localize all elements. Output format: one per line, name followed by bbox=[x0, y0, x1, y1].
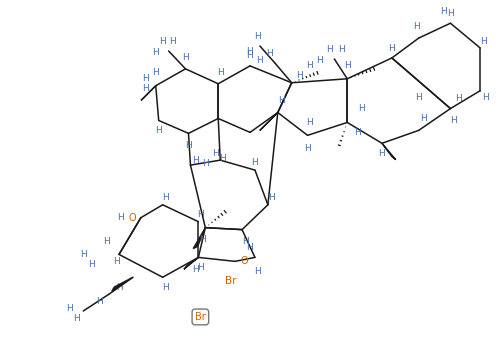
Text: H: H bbox=[103, 237, 109, 246]
Polygon shape bbox=[112, 277, 133, 291]
Text: H: H bbox=[420, 114, 427, 123]
Text: Br: Br bbox=[195, 312, 206, 322]
Text: H: H bbox=[197, 210, 204, 219]
Text: H: H bbox=[278, 96, 285, 105]
Text: H: H bbox=[202, 159, 209, 168]
Text: H: H bbox=[169, 37, 176, 46]
Text: H: H bbox=[96, 297, 102, 306]
Text: H: H bbox=[247, 46, 253, 55]
Text: H: H bbox=[152, 49, 159, 58]
Text: H: H bbox=[113, 257, 119, 266]
Text: H: H bbox=[306, 62, 313, 71]
Text: H: H bbox=[247, 51, 253, 60]
Text: H: H bbox=[182, 53, 189, 62]
Text: H: H bbox=[447, 9, 454, 18]
Text: H: H bbox=[197, 263, 204, 272]
Text: O: O bbox=[240, 256, 248, 266]
Text: H: H bbox=[379, 149, 385, 158]
Polygon shape bbox=[184, 257, 199, 269]
Text: H: H bbox=[80, 250, 87, 259]
Text: H: H bbox=[344, 62, 351, 71]
Text: Br: Br bbox=[225, 276, 237, 286]
Text: H: H bbox=[199, 235, 206, 244]
Text: H: H bbox=[338, 45, 345, 54]
Text: H: H bbox=[354, 128, 361, 137]
Text: H: H bbox=[142, 74, 149, 83]
Text: H: H bbox=[480, 37, 487, 46]
Text: H: H bbox=[192, 265, 199, 274]
Text: H: H bbox=[254, 267, 261, 276]
Text: H: H bbox=[116, 283, 122, 292]
Text: H: H bbox=[389, 44, 395, 53]
Text: H: H bbox=[256, 57, 263, 66]
Text: H: H bbox=[413, 22, 420, 31]
Polygon shape bbox=[382, 143, 396, 160]
Text: H: H bbox=[450, 116, 457, 125]
Text: H: H bbox=[88, 260, 95, 269]
Text: H: H bbox=[185, 141, 192, 150]
Text: H: H bbox=[162, 193, 169, 202]
Text: H: H bbox=[192, 156, 199, 165]
Text: H: H bbox=[482, 93, 489, 102]
Text: H: H bbox=[306, 118, 313, 127]
Text: H: H bbox=[142, 84, 149, 93]
Text: H: H bbox=[212, 149, 219, 158]
Polygon shape bbox=[193, 228, 206, 249]
Text: H: H bbox=[73, 314, 80, 323]
Text: H: H bbox=[242, 237, 249, 246]
Text: H: H bbox=[415, 93, 422, 102]
Text: H: H bbox=[455, 94, 462, 103]
Text: H: H bbox=[155, 126, 162, 135]
Text: H: H bbox=[152, 68, 159, 77]
Text: H: H bbox=[118, 213, 124, 222]
Text: H: H bbox=[66, 305, 73, 314]
Polygon shape bbox=[260, 113, 278, 131]
Text: H: H bbox=[326, 45, 333, 54]
Polygon shape bbox=[141, 86, 156, 100]
Text: H: H bbox=[266, 49, 273, 58]
Text: H: H bbox=[358, 104, 364, 113]
Text: H: H bbox=[440, 7, 447, 16]
Text: H: H bbox=[251, 158, 258, 167]
Text: H: H bbox=[316, 57, 323, 66]
Text: O: O bbox=[128, 213, 136, 223]
Text: H: H bbox=[247, 243, 253, 252]
Text: H: H bbox=[268, 193, 275, 202]
Text: H: H bbox=[219, 154, 226, 163]
Text: H: H bbox=[217, 68, 224, 77]
Text: H: H bbox=[254, 32, 261, 41]
Text: H: H bbox=[159, 37, 166, 46]
Text: H: H bbox=[304, 144, 311, 153]
Text: H: H bbox=[296, 71, 303, 80]
Text: H: H bbox=[162, 283, 169, 292]
